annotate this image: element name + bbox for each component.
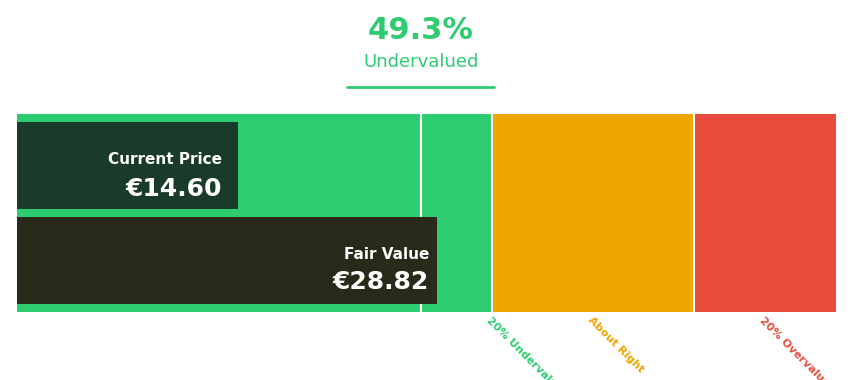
Bar xyxy=(694,114,835,312)
Text: 49.3%: 49.3% xyxy=(367,16,473,45)
Text: Current Price: Current Price xyxy=(107,152,222,167)
Bar xyxy=(17,217,436,304)
Bar xyxy=(17,122,238,209)
Text: 20% Overvalued: 20% Overvalued xyxy=(757,315,836,380)
Text: Fair Value: Fair Value xyxy=(343,247,429,262)
Bar xyxy=(17,114,420,312)
Text: Undervalued: Undervalued xyxy=(363,53,478,71)
Text: 20% Undervalued: 20% Undervalued xyxy=(485,315,569,380)
Text: About Right: About Right xyxy=(585,315,645,375)
Text: €14.60: €14.60 xyxy=(125,177,222,201)
Text: €28.82: €28.82 xyxy=(332,270,429,294)
Bar xyxy=(420,114,492,312)
Bar xyxy=(492,114,694,312)
